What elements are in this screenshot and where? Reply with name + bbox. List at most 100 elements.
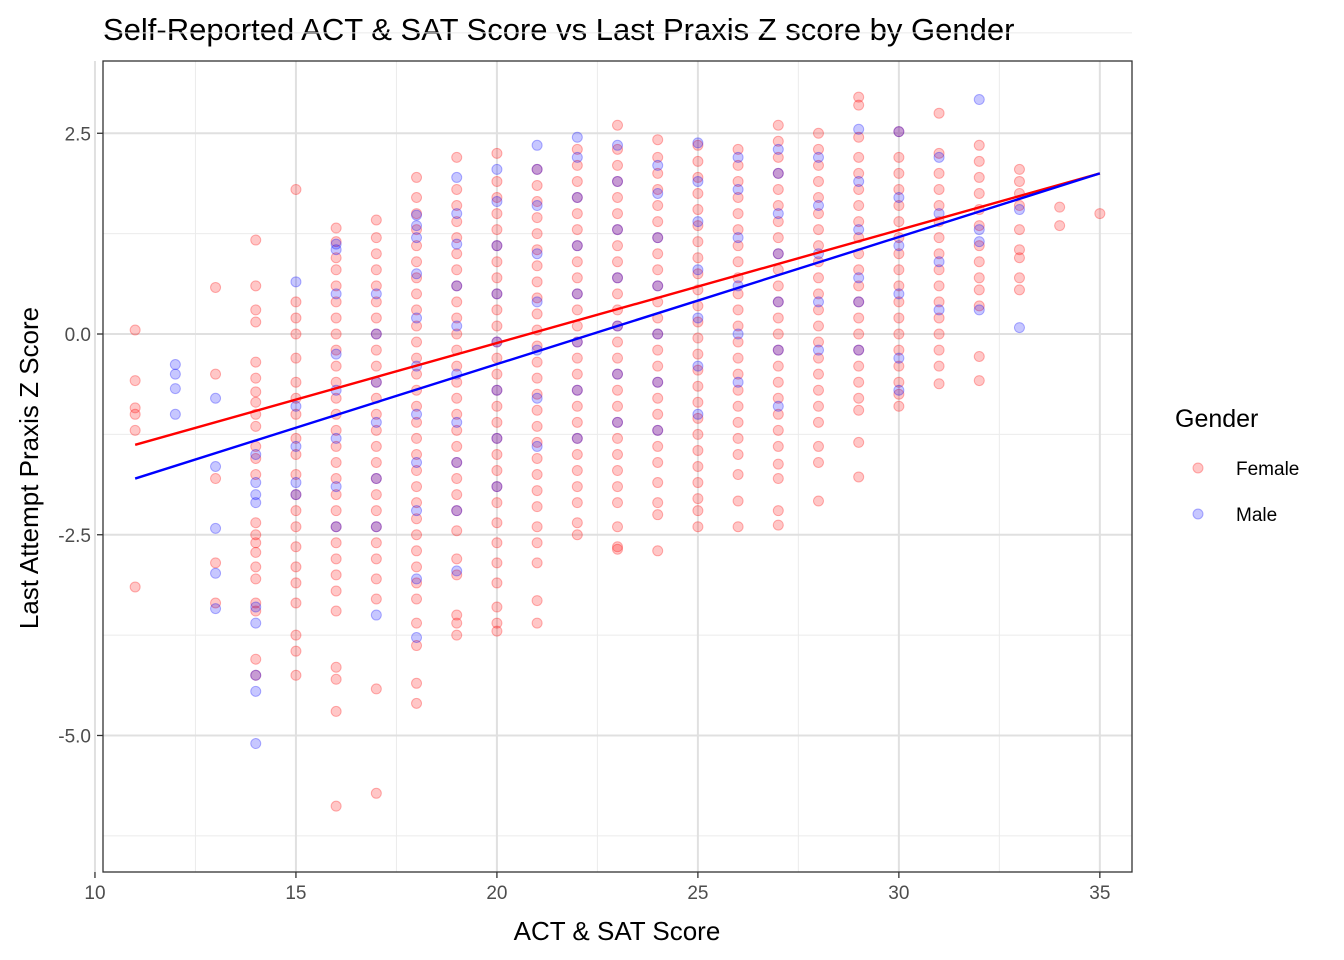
data-point-female <box>853 131 865 143</box>
data-point-female <box>330 605 342 617</box>
data-point-female <box>973 171 985 183</box>
data-point-female <box>250 597 262 609</box>
data-point-male <box>210 603 222 615</box>
data-point-male <box>210 392 222 404</box>
legend-key-male <box>1192 508 1204 520</box>
data-point-male <box>169 368 181 380</box>
data-point-male <box>370 416 382 428</box>
data-point-female <box>571 352 583 364</box>
data-point-male <box>893 126 905 138</box>
data-point-male <box>692 360 704 372</box>
data-point-female <box>290 352 302 364</box>
data-point-female <box>250 546 262 558</box>
data-point-male <box>571 192 583 204</box>
data-point-female <box>129 324 141 336</box>
data-point-female <box>612 143 623 155</box>
data-point-female <box>652 216 664 228</box>
data-point-female <box>451 408 463 420</box>
data-point-female <box>290 376 302 388</box>
data-point-female <box>571 288 583 300</box>
data-point-male <box>652 159 664 171</box>
data-point-female <box>933 378 945 390</box>
data-point-female <box>491 577 503 589</box>
data-point-male <box>692 216 704 228</box>
data-point-female <box>411 545 423 557</box>
data-point-female <box>612 541 623 553</box>
data-point-female <box>571 368 583 380</box>
data-point-female <box>571 481 583 493</box>
data-point-female <box>290 561 302 573</box>
data-point-female <box>370 440 382 452</box>
data-point-female <box>330 553 342 565</box>
data-point-female <box>330 312 342 324</box>
data-point-male <box>812 200 824 212</box>
data-point-female <box>330 800 342 812</box>
data-point-female <box>370 553 382 565</box>
data-point-female <box>531 557 543 569</box>
data-point-female <box>451 151 463 163</box>
y-axis-title: Last Attempt Praxis Z Score <box>14 307 44 629</box>
data-point-female <box>250 396 262 408</box>
data-point-male <box>893 352 905 364</box>
data-point-female <box>370 537 382 549</box>
data-point-female <box>732 240 744 252</box>
data-point-female <box>571 416 583 428</box>
data-point-female <box>290 448 302 460</box>
data-point-female <box>692 477 704 489</box>
data-point-female <box>772 183 784 195</box>
data-point-female <box>732 469 744 481</box>
data-point-male <box>330 348 342 360</box>
data-point-male <box>250 489 262 501</box>
data-point-female <box>812 440 824 452</box>
data-point-female <box>129 408 141 420</box>
data-point-female <box>531 537 543 549</box>
data-point-female <box>1013 284 1025 296</box>
data-point-female <box>853 183 865 195</box>
data-point-female <box>250 280 262 292</box>
data-point-female <box>692 428 704 440</box>
data-point-male <box>411 456 423 468</box>
data-point-female <box>812 288 824 300</box>
data-point-female <box>973 300 985 312</box>
data-point-female <box>411 320 423 332</box>
x-tick-label: 25 <box>687 883 708 904</box>
data-point-male <box>571 151 583 163</box>
data-point-female <box>491 304 503 316</box>
data-point-female <box>893 200 905 212</box>
data-point-male <box>652 424 664 436</box>
data-point-female <box>330 252 342 264</box>
data-point-female <box>451 609 463 621</box>
data-point-male <box>210 567 222 579</box>
data-point-female <box>732 175 744 187</box>
data-point-female <box>1013 272 1025 284</box>
data-point-female <box>411 192 423 204</box>
data-point-female <box>652 264 664 276</box>
data-point-female <box>370 473 382 485</box>
data-point-male <box>893 384 905 396</box>
data-point-female <box>612 543 623 555</box>
data-point-female <box>772 505 784 517</box>
data-point-female <box>411 272 423 284</box>
data-point-female <box>411 697 423 709</box>
data-point-female <box>531 308 543 320</box>
data-point-female <box>451 328 463 340</box>
data-point-female <box>732 320 744 332</box>
data-point-male <box>290 477 302 489</box>
data-point-female <box>330 456 342 468</box>
data-point-female <box>893 248 905 260</box>
data-point-female <box>732 416 744 428</box>
data-point-female <box>250 469 262 481</box>
data-point-female <box>531 469 543 481</box>
data-point-male <box>893 192 905 204</box>
data-point-female <box>812 175 824 187</box>
data-point-female <box>491 224 503 236</box>
legend-items: Female Male <box>1192 459 1299 526</box>
data-point-female <box>491 557 503 569</box>
data-point-male <box>370 288 382 300</box>
data-point-female <box>692 139 704 151</box>
data-point-female <box>812 224 824 236</box>
data-point-female <box>1013 175 1025 187</box>
data-point-female <box>772 151 784 163</box>
data-point-female <box>250 561 262 573</box>
data-point-male <box>893 240 905 252</box>
